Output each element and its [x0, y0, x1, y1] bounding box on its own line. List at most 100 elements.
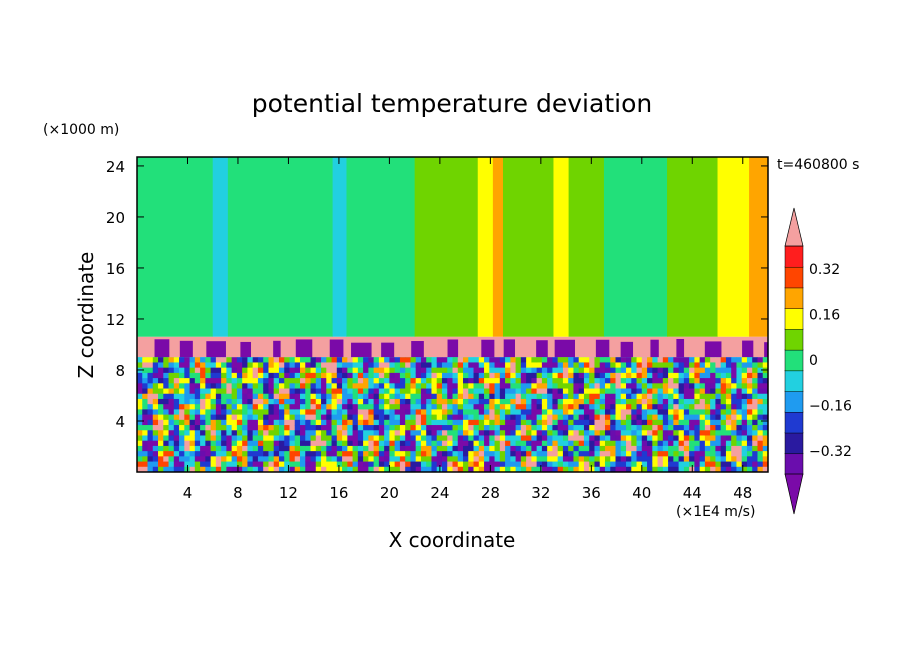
cell	[410, 440, 417, 447]
cell	[373, 456, 380, 462]
cell	[184, 357, 190, 363]
cell	[158, 440, 164, 447]
cell	[336, 388, 343, 395]
cell	[147, 378, 154, 384]
cell	[615, 362, 622, 369]
cell	[426, 461, 432, 468]
cell	[762, 430, 768, 436]
cell	[478, 362, 485, 369]
cell	[636, 398, 643, 405]
cell	[252, 372, 259, 379]
cell	[457, 372, 464, 379]
cell	[731, 367, 737, 374]
cell	[236, 461, 243, 468]
cell	[215, 367, 222, 374]
cell	[152, 440, 159, 447]
cell	[205, 357, 212, 363]
cell	[694, 461, 701, 468]
cell	[331, 362, 338, 369]
cell	[457, 430, 464, 436]
cell	[704, 414, 711, 421]
cell	[399, 388, 406, 395]
cell	[242, 430, 248, 436]
cell	[662, 419, 669, 426]
cell	[321, 393, 327, 400]
cell	[452, 404, 459, 410]
cell	[731, 393, 737, 400]
cell	[294, 383, 301, 389]
cell	[641, 414, 648, 421]
cell	[505, 466, 511, 472]
cell	[568, 425, 574, 431]
cell	[541, 456, 548, 462]
cell	[321, 404, 327, 410]
cell	[704, 378, 711, 384]
cell	[447, 372, 453, 379]
cell	[731, 430, 737, 436]
cell	[426, 466, 432, 472]
cell	[363, 451, 369, 457]
cell	[221, 378, 227, 384]
cell	[426, 409, 432, 416]
cell	[673, 398, 680, 405]
cell	[273, 372, 280, 379]
cell	[189, 425, 196, 431]
cell	[715, 466, 722, 472]
cell	[552, 404, 559, 410]
cell	[236, 425, 243, 431]
cell	[520, 362, 527, 369]
cell	[463, 357, 469, 363]
cell	[242, 378, 248, 384]
cell	[736, 409, 743, 416]
cell	[168, 362, 175, 369]
cell	[242, 367, 248, 374]
cell	[294, 409, 301, 416]
cell	[573, 404, 580, 410]
cell	[741, 357, 748, 363]
cell	[179, 456, 185, 462]
cell	[520, 440, 527, 447]
cell	[378, 357, 385, 363]
cell	[226, 383, 233, 389]
cell	[463, 425, 469, 431]
cell	[531, 425, 538, 431]
cell	[657, 425, 664, 431]
cell	[137, 409, 143, 416]
cell	[647, 445, 653, 452]
cell	[168, 367, 175, 374]
cell	[610, 404, 616, 410]
cell	[731, 362, 737, 369]
cell	[436, 367, 443, 374]
cell	[336, 425, 343, 431]
cell	[221, 440, 227, 447]
cell	[347, 372, 353, 379]
cell	[373, 388, 380, 395]
x-tick-label: 48	[733, 484, 752, 502]
cell	[226, 372, 233, 379]
cell	[736, 398, 743, 405]
cell	[142, 357, 148, 363]
cell	[194, 357, 201, 363]
cell	[478, 425, 485, 431]
cell	[668, 367, 674, 374]
cell	[583, 425, 590, 431]
cell	[626, 362, 632, 369]
cell	[678, 419, 685, 426]
cell	[557, 383, 564, 389]
cell	[310, 451, 317, 457]
cell	[342, 383, 348, 389]
cell	[368, 404, 375, 410]
cell	[578, 362, 585, 369]
cell	[757, 372, 764, 379]
cell	[363, 414, 369, 421]
cell	[710, 383, 716, 389]
cell	[583, 430, 590, 436]
cell	[289, 445, 296, 452]
cell	[310, 393, 317, 400]
cell	[473, 357, 480, 363]
cell	[315, 388, 322, 395]
cell	[641, 404, 648, 410]
cell	[221, 383, 227, 389]
cell	[373, 466, 380, 472]
